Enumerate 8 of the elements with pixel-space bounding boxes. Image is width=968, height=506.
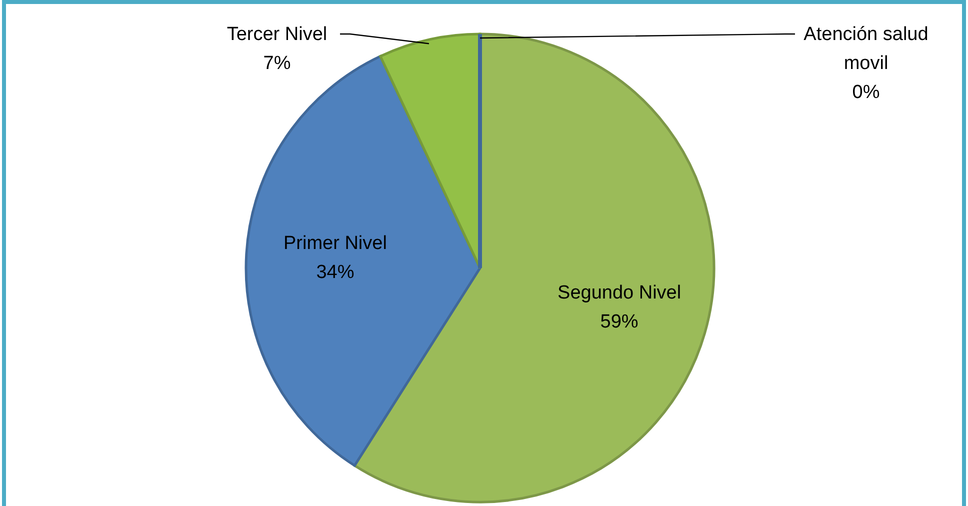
data-label: 59%	[600, 311, 638, 332]
data-label: 34%	[316, 262, 354, 283]
slice-label: Tercer Nivel	[226, 24, 328, 45]
slice-label: Primer Nivel	[283, 232, 387, 254]
text: 0%	[852, 82, 880, 103]
slice-label: Segundo Nivel	[558, 282, 682, 304]
category-label: Atención salud movil	[804, 24, 928, 74]
data-label: 7%	[263, 53, 291, 74]
